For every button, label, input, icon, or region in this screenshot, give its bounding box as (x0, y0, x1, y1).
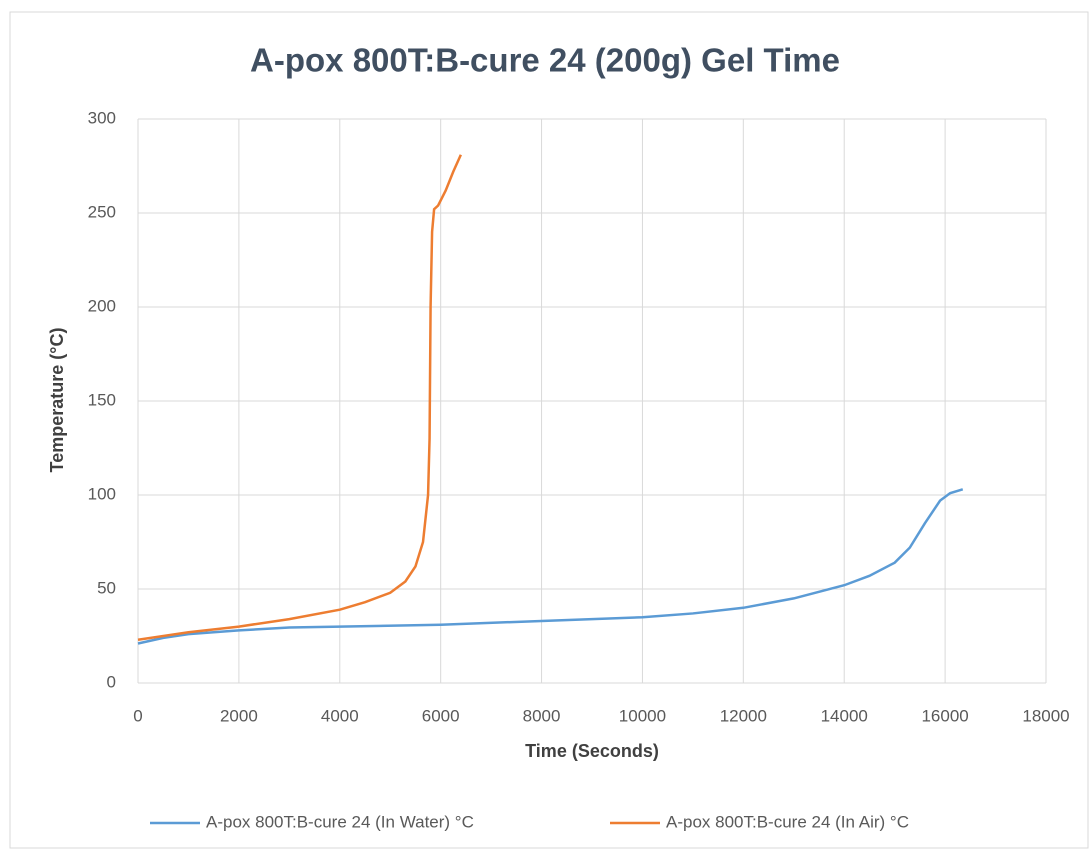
data-line (137, 488, 964, 645)
y-tick-label: 150 (88, 390, 116, 409)
x-axis-label: Time (Seconds) (525, 741, 659, 761)
y-tick-label: 200 (88, 296, 116, 315)
y-tick-label: 300 (88, 108, 116, 127)
x-tick-label: 2000 (220, 706, 258, 725)
x-tick-label: 10000 (619, 706, 666, 725)
x-tick-label: 4000 (321, 706, 359, 725)
y-axis-label: Temperature (°C) (47, 328, 67, 473)
y-tick-label: 50 (97, 578, 116, 597)
x-tick-label: 18000 (1022, 706, 1069, 725)
x-tick-label: 0 (133, 706, 142, 725)
x-tick-label: 14000 (821, 706, 868, 725)
x-tick-label: 16000 (921, 706, 968, 725)
x-tick-label: 6000 (422, 706, 460, 725)
legend-label: A-pox 800T:B-cure 24 (In Air) °C (666, 812, 909, 831)
legend-label: A-pox 800T:B-cure 24 (In Water) °C (206, 812, 474, 831)
x-tick-label: 12000 (720, 706, 767, 725)
chart-border (9, 11, 1089, 849)
y-tick-label: 100 (88, 484, 116, 503)
y-tick-label: 250 (88, 202, 116, 221)
data-line (137, 154, 462, 641)
y-tick-label: 0 (107, 672, 116, 691)
x-tick-label: 8000 (523, 706, 561, 725)
chart-title: A-pox 800T:B-cure 24 (200g) Gel Time (250, 42, 840, 79)
